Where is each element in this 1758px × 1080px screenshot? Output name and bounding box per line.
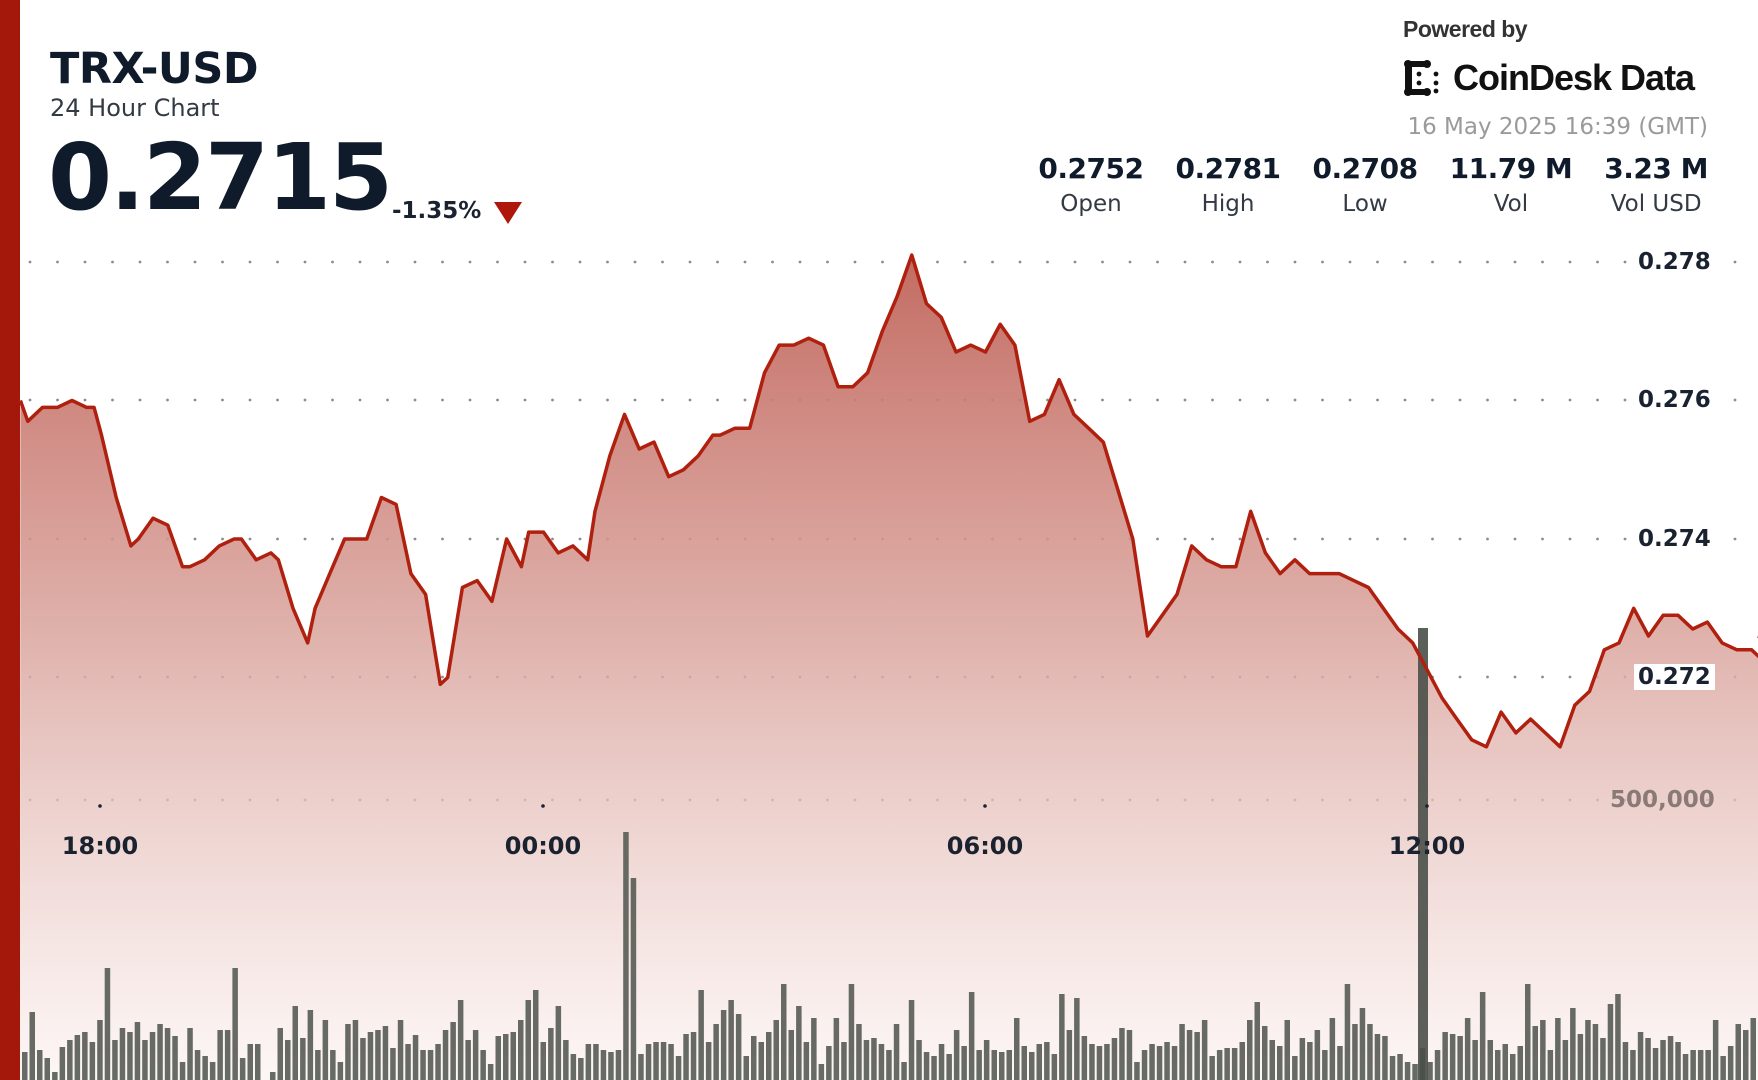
y-tick-label: 0.274	[1634, 526, 1715, 552]
x-tick-label: 06:00	[946, 832, 1024, 860]
pair-title: TRX-USD	[50, 44, 259, 94]
stat-label: Vol USD	[1610, 191, 1702, 217]
stat-value: 0.2708	[1312, 152, 1419, 185]
stat-label: Vol	[1493, 191, 1529, 217]
x-tick-label: 12:00	[1388, 832, 1466, 860]
x-tick-label: 18:00	[61, 832, 139, 860]
stat-label: High	[1201, 191, 1255, 217]
stat-low: 0.2708 Low	[1312, 152, 1419, 217]
price-area	[20, 255, 1758, 1080]
y-tick-label: 0.272	[1634, 664, 1715, 690]
powered-by-label: Powered by	[1403, 16, 1528, 42]
coindesk-logo-icon	[1404, 60, 1439, 96]
price-change-pct: -1.35%	[392, 198, 482, 224]
x-tick-marks	[98, 804, 1429, 808]
chart-subtitle: 24 Hour Chart	[50, 94, 220, 122]
stat-open: 0.2752 Open	[1038, 152, 1144, 217]
timestamp: 16 May 2025 16:39 (GMT)	[1407, 114, 1708, 140]
x-tick-label: 00:00	[504, 832, 582, 860]
accent-bar	[0, 0, 20, 1080]
stat-value: 0.2752	[1038, 152, 1144, 185]
stats-row: 0.2752 Open 0.2781 High 0.2708 Low 11.79…	[1006, 152, 1708, 217]
stat-label: Open	[1060, 191, 1122, 217]
stat-vol-usd: 3.23 M Vol USD	[1604, 152, 1708, 217]
stat-label: Low	[1342, 191, 1388, 217]
volume-bars	[22, 628, 1756, 1080]
stat-value: 0.2781	[1175, 152, 1281, 185]
down-arrow-icon	[494, 202, 522, 224]
brand-logo-lockup: CoinDesk Data	[1403, 56, 1695, 100]
stat-vol: 11.79 M Vol	[1450, 152, 1573, 217]
current-price: 0.2715	[48, 124, 393, 231]
volume-tick-label: 500,000	[1610, 787, 1715, 813]
y-tick-label: 0.276	[1634, 387, 1715, 413]
y-tick-label: 0.278	[1634, 249, 1715, 275]
stat-high: 0.2781 High	[1175, 152, 1281, 217]
brand-name: CoinDesk Data	[1453, 57, 1695, 98]
stat-value: 11.79 M	[1449, 152, 1573, 185]
price-line	[18, 253, 1758, 749]
stat-value: 3.23 M	[1604, 152, 1708, 185]
